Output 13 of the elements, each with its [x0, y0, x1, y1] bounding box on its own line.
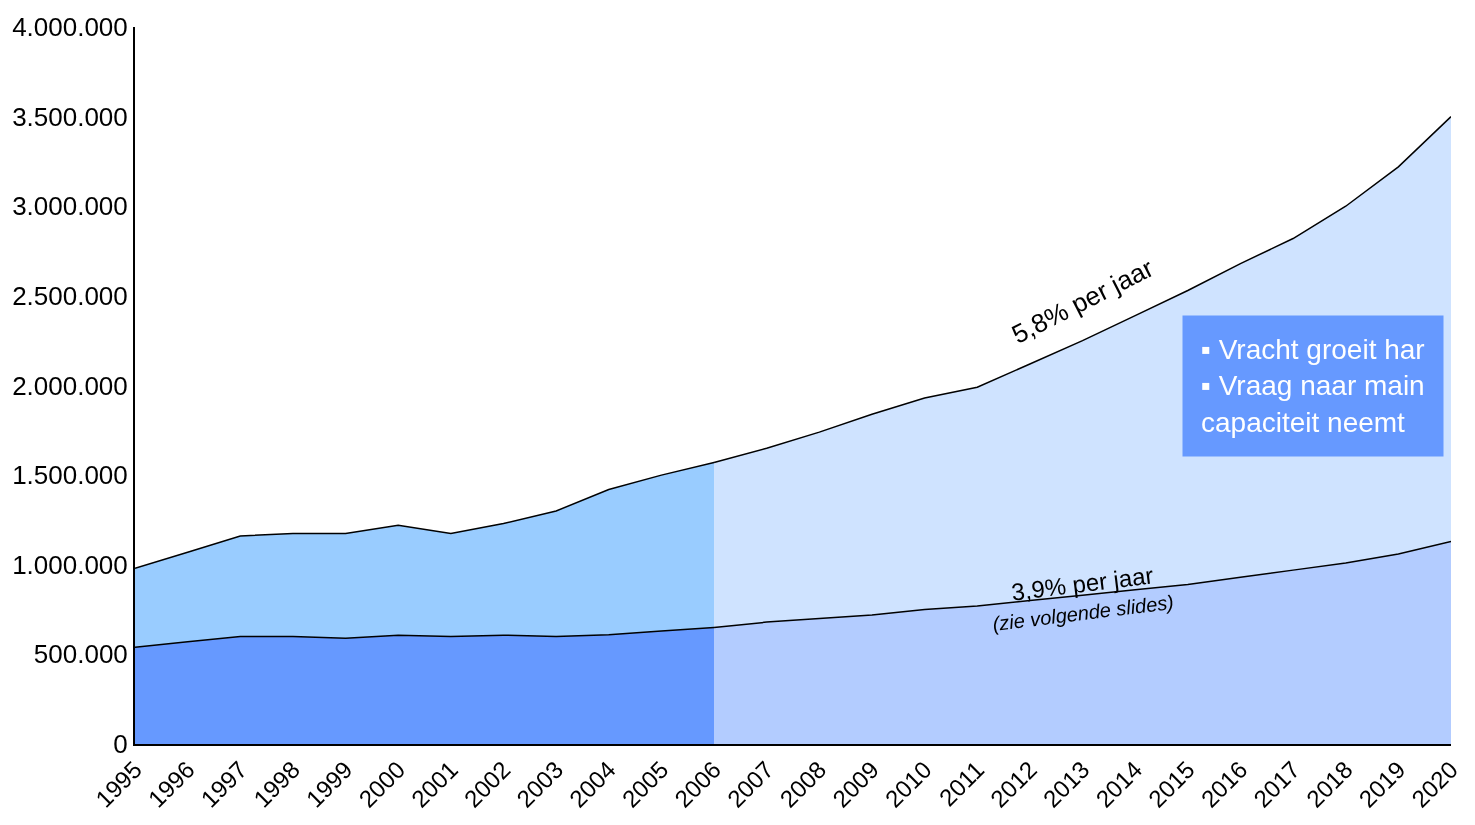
y-tick-label: 2.500.000 [12, 280, 128, 311]
y-tick-label: 1.500.000 [12, 460, 128, 491]
y-tick-label: 3.500.000 [12, 101, 128, 132]
annotation: ▪ Vracht groeit har [1201, 334, 1425, 365]
y-tick-label: 3.000.000 [12, 191, 128, 222]
y-tick-label: 2.000.000 [12, 370, 128, 401]
annotation: capaciteit neemt [1201, 406, 1406, 438]
y-tick-label: 0 [113, 729, 128, 760]
y-tick-label: 500.000 [33, 639, 128, 670]
annotation: ▪ Vraag naar main [1201, 370, 1425, 402]
y-tick-label: 4.000.000 [12, 12, 128, 43]
y-tick-label: 1.000.000 [12, 549, 128, 580]
annotation: 5,8% per jaar [1006, 252, 1159, 350]
